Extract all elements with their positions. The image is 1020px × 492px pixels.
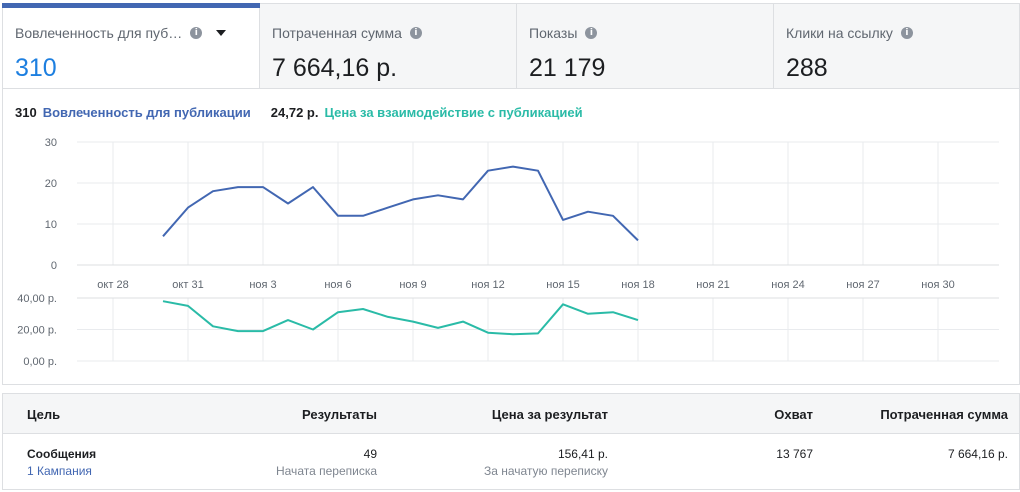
row-reach: 13 767 (776, 447, 813, 461)
tab-impressions[interactable]: Показы i 21 179 (517, 4, 774, 88)
col-results-header[interactable]: Результаты (302, 407, 377, 422)
col-spent-header[interactable]: Потраченная сумма (880, 407, 1008, 422)
engagement-series-line (162, 165, 639, 242)
chart-legend: 310 Вовлеченность для публикации 24,72 р… (15, 105, 583, 120)
tab-post-engagement[interactable]: Вовлеченность для пуб… i 310 (2, 3, 260, 88)
x-tick-label: окт 31 (172, 279, 203, 291)
info-icon[interactable]: i (585, 27, 598, 39)
row-results-sub: Начата переписка (275, 464, 377, 478)
row-results: 49 (363, 447, 377, 461)
row-spent: 7 664,16 р. (947, 447, 1008, 461)
metric-tabs: Вовлеченность для пуб… i 310 Потраченная… (2, 3, 1020, 89)
y-tick-label: 20 (45, 178, 57, 190)
table-row[interactable]: Сообщения 1 Кампания 49 Начата переписка… (3, 434, 1019, 490)
cost-series-line (162, 300, 639, 336)
results-table: Цель Результаты Цена за результат Охват … (2, 393, 1020, 490)
tab-label-row: Потраченная сумма i (272, 24, 504, 42)
y-tick-label: 30 (45, 137, 57, 149)
x-tick-label: ноя 6 (324, 279, 351, 291)
x-tick-label: ноя 24 (771, 279, 804, 291)
x-tick-label: ноя 9 (399, 279, 426, 291)
tab-label: Вовлеченность для пуб… (15, 25, 183, 41)
legend-primary-value: 310 (15, 105, 37, 120)
legend-secondary-label[interactable]: Цена за взаимодействие с публикацией (324, 105, 583, 120)
tab-value: 288 (786, 54, 828, 82)
table-header: Цель Результаты Цена за результат Охват … (3, 394, 1019, 434)
tab-value: 7 664,16 р. (272, 54, 398, 82)
y-tick-label: 40,00 р. (17, 293, 57, 305)
info-icon[interactable]: i (409, 27, 422, 39)
col-cost-header[interactable]: Цена за результат (491, 407, 608, 422)
tab-value: 21 179 (529, 54, 606, 82)
y-tick-label: 20,00 р. (17, 325, 57, 337)
x-tick-label: ноя 30 (921, 279, 954, 291)
chart-panel: 310 Вовлеченность для публикации 24,72 р… (2, 89, 1020, 385)
line-charts: 30 20 10 0 окт 28 окт 31 ноя 3 ноя 6 ноя 9 ноя 12… (17, 137, 999, 368)
caret-down-icon[interactable] (216, 30, 227, 36)
tab-value: 310 (15, 54, 57, 82)
x-tick-label: ноя 21 (696, 279, 729, 291)
info-icon[interactable]: i (900, 27, 913, 39)
col-reach-header[interactable]: Охват (774, 407, 813, 422)
row-cost-sub: За начатую переписку (483, 464, 608, 478)
y-tick-label: 0 (51, 260, 57, 272)
legend-primary-label[interactable]: Вовлеченность для публикации (42, 105, 251, 120)
row-goal: Сообщения (27, 447, 97, 461)
legend-secondary-value: 24,72 р. (270, 105, 319, 120)
x-tick-label: ноя 15 (546, 279, 579, 291)
x-tick-label: ноя 3 (249, 279, 276, 291)
col-goal-header[interactable]: Цель (27, 407, 61, 422)
x-tick-label: окт 28 (97, 279, 128, 291)
campaigns-link[interactable]: 1 Кампания (27, 464, 92, 478)
row-cost: 156,41 р. (557, 447, 608, 461)
tab-label-row: Клики на ссылку i (786, 24, 1007, 42)
tab-amount-spent[interactable]: Потраченная сумма i 7 664,16 р. (260, 4, 517, 88)
info-icon[interactable]: i (190, 27, 203, 39)
tab-label: Показы (529, 25, 578, 41)
y-tick-label: 0,00 р. (23, 356, 57, 368)
x-tick-label: ноя 27 (846, 279, 879, 291)
tab-label: Потраченная сумма (272, 25, 402, 41)
tab-label-row: Показы i (529, 24, 761, 42)
tab-label-row: Вовлеченность для пуб… i (15, 24, 247, 42)
tab-link-clicks[interactable]: Клики на ссылку i 288 (774, 4, 1019, 88)
x-tick-label: ноя 18 (621, 279, 654, 291)
y-tick-label: 10 (45, 219, 57, 231)
x-tick-label: ноя 12 (471, 279, 504, 291)
tab-label: Клики на ссылку (786, 25, 893, 41)
